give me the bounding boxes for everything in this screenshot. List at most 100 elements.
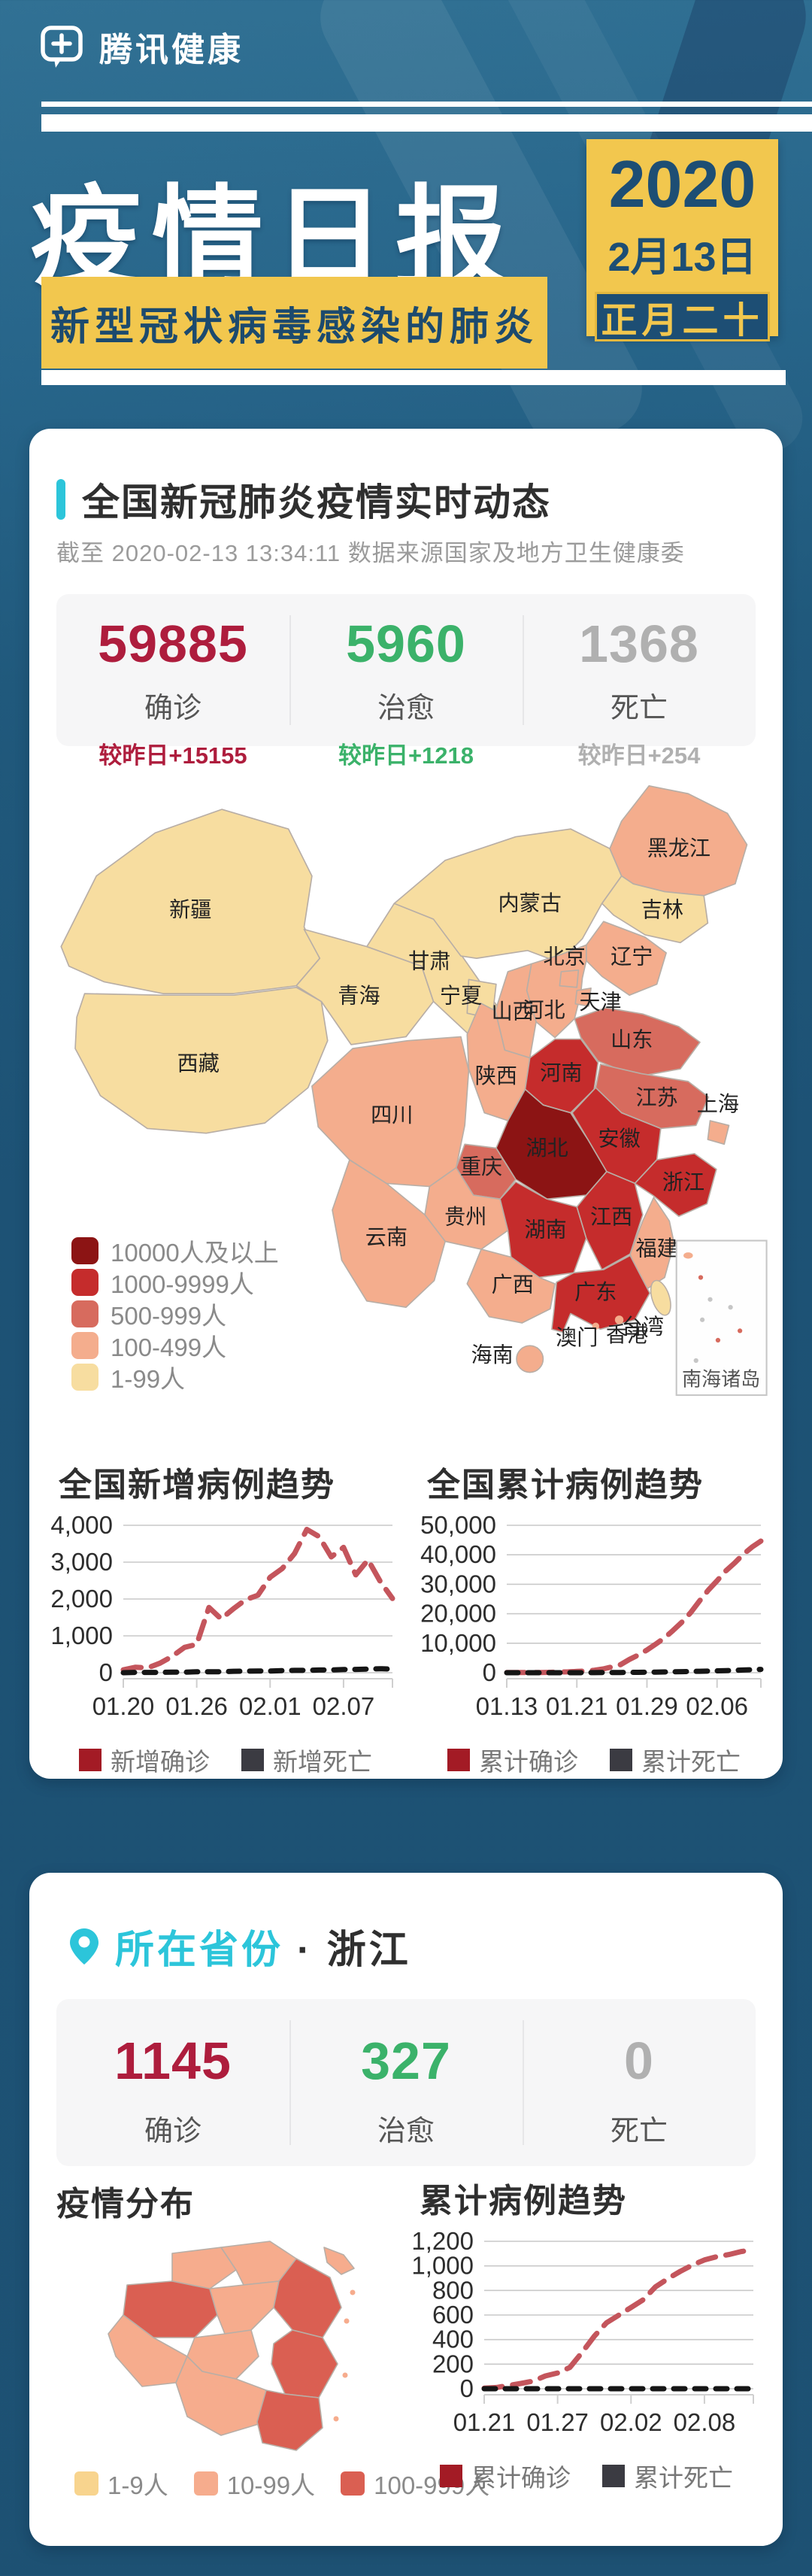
svg-text:1,000: 1,000 (411, 2252, 474, 2280)
svg-text:江苏: 江苏 (635, 1086, 677, 1109)
legend-swatch (241, 1749, 264, 1771)
svg-text:福建: 福建 (635, 1236, 677, 1260)
svg-text:宁夏: 宁夏 (440, 985, 482, 1008)
province-header: 所在省份 · 浙江 (67, 1918, 411, 1974)
svg-text:上海: 上海 (697, 1092, 739, 1115)
svg-text:云南: 云南 (365, 1226, 408, 1249)
svg-text:02.08: 02.08 (674, 2408, 736, 2436)
svg-text:0: 0 (483, 1658, 496, 1686)
legend-swatch (341, 2471, 365, 2496)
legend-swatch (71, 1237, 98, 1264)
confirmed-label: 确诊 (144, 693, 201, 724)
date-month-day: 2月13日 (607, 235, 757, 280)
svg-text:2,000: 2,000 (50, 1585, 113, 1613)
date-year: 2020 (608, 147, 756, 221)
legend-item: 累计死亡 (602, 2458, 733, 2494)
svg-text:1,200: 1,200 (411, 2229, 474, 2255)
legend-swatch (71, 1300, 98, 1327)
date-box: 2020 2月13日 正月二十 (586, 139, 778, 341)
zhejiang-map-svg (108, 2241, 356, 2451)
page-subtitle: 新型冠状病毒感染的肺炎 (50, 305, 538, 349)
svg-text:湖南: 湖南 (524, 1218, 566, 1241)
svg-text:200: 200 (432, 2350, 474, 2377)
page-subtitle-banner: 新型冠状病毒感染的肺炎 (41, 277, 547, 369)
legend-swatch (71, 1269, 98, 1296)
svg-text:山西: 山西 (492, 1000, 534, 1023)
svg-text:新疆: 新疆 (169, 898, 211, 921)
legend-label: 1-9人 (108, 2471, 168, 2499)
svg-text:台湾: 台湾 (622, 1315, 664, 1339)
stat-cured: 327 治愈 (289, 1999, 523, 2166)
legend-swatch (447, 1749, 470, 1771)
legend-label: 累计确诊 (479, 1748, 578, 1776)
confirmed-value: 1145 (114, 2031, 232, 2090)
legend-item: 累计确诊 (447, 1742, 578, 1778)
svg-text:02.02: 02.02 (600, 2408, 662, 2436)
province-trend-chart: 累计病例趋势 0 200 400 600 800 1,000 1,200 01.21 01.27… (406, 2174, 767, 2494)
legend-label: 1-99人 (111, 1365, 186, 1393)
cured-label: 治愈 (377, 693, 435, 724)
province-stats: 1145 确诊 327 治愈 0 死亡 (56, 1999, 756, 2166)
chart-legend: 累计确诊 累计死亡 (414, 1742, 774, 1778)
svg-text:香港: 香港 (606, 1323, 648, 1346)
confirmed-delta: 较昨日+15155 (98, 742, 247, 769)
legend-item: 新增确诊 (79, 1742, 210, 1778)
svg-text:01.26: 01.26 (165, 1692, 228, 1720)
svg-text:湖北: 湖北 (526, 1136, 568, 1160)
stat-confirmed: 1145 确诊 (56, 1999, 289, 2166)
legend-item: 新增死亡 (241, 1742, 372, 1778)
deaths-value: 0 (624, 2031, 654, 2090)
line-chart: 0 1,000 2,000 3,000 4,000 01.20 01.26 02.01 02.0… (50, 1513, 395, 1720)
svg-text:0: 0 (460, 2374, 474, 2402)
legend-swatch (440, 2465, 462, 2487)
svg-text:0: 0 (99, 1658, 113, 1686)
lunar-date-badge: 正月二十 (595, 292, 770, 341)
legend-label: 累计确诊 (471, 2464, 571, 2492)
svg-text:海南: 海南 (471, 1343, 514, 1367)
svg-text:30,000: 30,000 (420, 1570, 496, 1597)
national-section-header: 全国新冠肺炎疫情实时动态 (56, 472, 551, 526)
legend-swatch (71, 1364, 98, 1391)
legend-label: 1000-9999人 (111, 1270, 254, 1298)
legend-label: 10000人及以上 (111, 1239, 279, 1267)
svg-text:贵州: 贵州 (444, 1206, 486, 1229)
svg-text:01.13: 01.13 (476, 1692, 538, 1720)
brand-logo: 腾讯健康 (39, 23, 244, 71)
svg-text:西藏: 西藏 (177, 1051, 220, 1075)
cured-value: 327 (361, 2031, 451, 2090)
legend-label: 新增死亡 (273, 1748, 372, 1776)
legend-item: 1-99人 (71, 1361, 279, 1393)
svg-text:广西: 广西 (492, 1273, 534, 1296)
brand-name: 腾讯健康 (99, 32, 244, 68)
decor-bar-top (41, 114, 812, 132)
decor-bar-bottom (41, 370, 786, 385)
accent-bar (56, 479, 65, 520)
cured-value: 5960 (346, 614, 466, 673)
svg-text:400: 400 (432, 2326, 474, 2353)
svg-text:浙江: 浙江 (662, 1171, 704, 1194)
svg-text:01.21: 01.21 (453, 2408, 516, 2436)
chart-legend: 累计确诊 累计死亡 (406, 2458, 767, 2494)
cured-label: 治愈 (377, 2116, 435, 2147)
chart-title: 全国累计病例趋势 (427, 1467, 704, 1503)
svg-text:内蒙古: 内蒙古 (498, 892, 562, 915)
national-title: 全国新冠肺炎疫情实时动态 (82, 481, 551, 523)
svg-text:吉林: 吉林 (641, 898, 683, 921)
svg-text:天津: 天津 (579, 991, 621, 1014)
legend-label: 新增确诊 (111, 1748, 210, 1776)
confirmed-value: 59885 (98, 614, 248, 673)
svg-text:山东: 山东 (611, 1028, 653, 1051)
svg-text:1,000: 1,000 (50, 1622, 113, 1649)
legend-swatch (610, 1749, 632, 1771)
cured-delta: 较昨日+1218 (338, 742, 474, 769)
legend-item: 500-999人 (71, 1298, 279, 1330)
china-map-legend: 10000人及以上 1000-9999人 500-999人 100-499人 1-99人 (71, 1235, 279, 1393)
deaths-label: 死亡 (610, 693, 668, 724)
svg-text:800: 800 (432, 2276, 474, 2304)
data-source-note: 截至 2020-02-13 13:34:11 数据来源国家及地方卫生健康委 (56, 540, 685, 566)
svg-text:10,000: 10,000 (420, 1629, 496, 1657)
legend-item: 100-999人 (341, 2465, 489, 2502)
